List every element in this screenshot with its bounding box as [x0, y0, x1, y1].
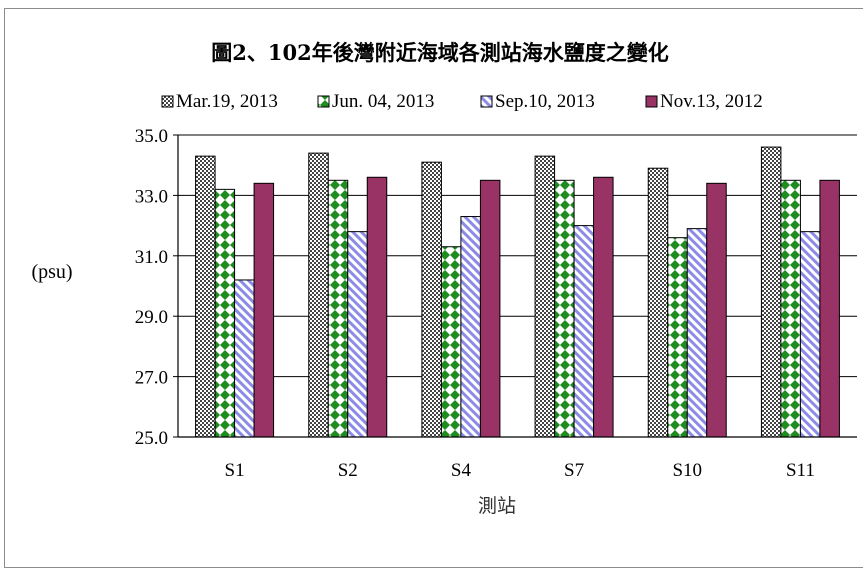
bar-s4-series-3: [460, 216, 481, 438]
y-axis-ticks: 25.0 27.0 29.0 31.0 33.0 35.0: [135, 126, 178, 449]
x-tick-label: S10: [672, 460, 702, 481]
bar-s7-series-2: [554, 179, 575, 438]
bar-s10-series-2: [667, 237, 688, 438]
bar-s11-series-4: [819, 179, 840, 438]
gridlines: [178, 134, 857, 378]
bar-s7-series-1: [534, 155, 556, 438]
bar-s11-series-3: [799, 231, 821, 438]
bar-s11-series-2: [780, 179, 801, 438]
x-tick-label: S2: [338, 460, 358, 481]
legend-swatch: [161, 95, 174, 108]
legend-entry-label: Sep.10, 2013: [495, 91, 595, 112]
bar-s10-series-4: [706, 182, 727, 438]
bar-s1-series-4: [253, 182, 275, 438]
bar-s1-series-2: [214, 188, 236, 438]
x-axis-ticks: S1 S2 S4 S7 S10 S11: [225, 460, 815, 481]
x-tick-label: S11: [786, 460, 815, 481]
x-tick-label: S1: [225, 460, 245, 481]
legend-entry-label: Mar.19, 2013: [176, 91, 278, 112]
bar-s4-series-1: [421, 161, 442, 438]
y-tick-label: 25.0: [135, 428, 168, 449]
bar-series: [195, 146, 840, 438]
salinity-bar-chart: 圖2、102年後灣附近海域各測站海水鹽度之變化 Mar.19, 2013 Jun.…: [31, 40, 857, 517]
y-tick-label: 35.0: [135, 126, 168, 147]
chart-legend: Mar.19, 2013 Jun. 04, 2013 Sep.10, 2013 Nov…: [161, 91, 763, 112]
bar-s2-series-1: [308, 152, 329, 438]
chart-title: 圖2、102年後灣附近海域各測站海水鹽度之變化: [211, 40, 668, 65]
y-axis-label: (psu): [31, 261, 72, 283]
bar-s2-series-4: [366, 176, 388, 438]
x-tick-label: S7: [564, 460, 584, 481]
bar-s7-series-3: [573, 225, 595, 438]
bar-s4-series-2: [440, 246, 462, 438]
bar-s1-series-3: [234, 279, 255, 438]
legend-swatch: [317, 95, 330, 108]
y-tick-label: 27.0: [135, 368, 168, 389]
bar-s4-series-4: [479, 179, 501, 438]
bar-s10-series-3: [686, 228, 708, 438]
y-tick-label: 31.0: [135, 247, 168, 268]
legend-entry-label: Jun. 04, 2013: [332, 91, 434, 112]
bar-s1-series-1: [195, 155, 216, 438]
bar-s7-series-4: [593, 176, 614, 438]
bar-s10-series-1: [647, 167, 669, 438]
x-tick-label: S4: [451, 460, 472, 481]
x-axis-label: 測站: [478, 495, 516, 517]
y-tick-label: 33.0: [135, 186, 168, 207]
legend-swatch: [480, 95, 493, 108]
legend-swatch: [645, 95, 658, 108]
legend-entry-label: Nov.13, 2012: [660, 91, 763, 112]
bar-s11-series-1: [760, 146, 782, 438]
bar-s2-series-3: [347, 231, 368, 438]
bar-s2-series-2: [327, 179, 349, 438]
y-tick-label: 29.0: [135, 307, 168, 328]
